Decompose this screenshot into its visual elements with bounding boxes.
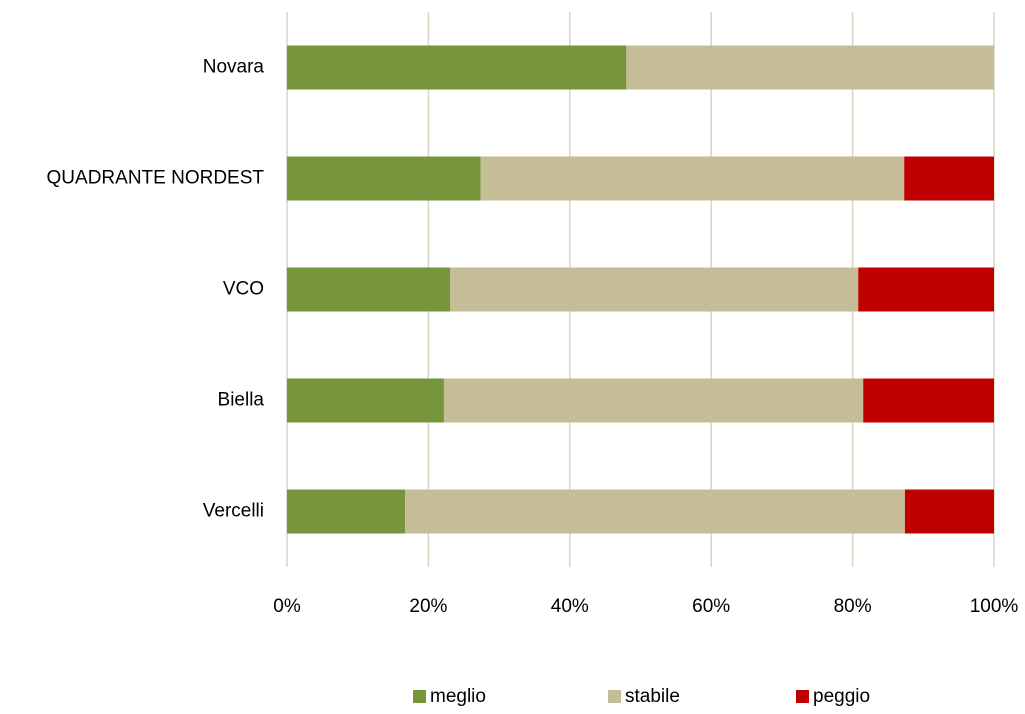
bar-segment: [443, 378, 864, 423]
bar-segment: [863, 378, 994, 423]
bar-segment: [287, 156, 481, 201]
y-tick-label: QUADRANTE NORDEST: [47, 168, 265, 189]
bar-segment: [904, 156, 994, 201]
bar-segment: [287, 267, 451, 312]
x-tick-label: 20%: [409, 596, 447, 617]
legend-swatch: [796, 690, 809, 703]
legend-swatch: [413, 690, 426, 703]
bar-segment: [287, 489, 406, 534]
x-tick-label: 100%: [970, 596, 1019, 617]
bar-segment: [858, 267, 994, 312]
y-tick-label: Novara: [203, 57, 265, 78]
legend-label: peggio: [813, 686, 870, 707]
x-tick-label: 40%: [551, 596, 589, 617]
bar-segment: [480, 156, 905, 201]
bar-segment: [287, 378, 444, 423]
bar-segment: [287, 45, 627, 90]
legend-swatch: [608, 690, 621, 703]
x-tick-label: 0%: [273, 596, 301, 617]
x-tick-label: 80%: [834, 596, 872, 617]
y-tick-label: Biella: [218, 390, 265, 411]
bar-segment: [450, 267, 859, 312]
y-tick-label: Vercelli: [203, 501, 264, 522]
bar-segment: [405, 489, 905, 534]
bar-segment: [904, 489, 994, 534]
bar-segment: [626, 45, 994, 90]
legend-label: stabile: [625, 686, 680, 707]
x-tick-label: 60%: [692, 596, 730, 617]
y-tick-label: VCO: [223, 279, 264, 300]
legend-label: meglio: [430, 686, 486, 707]
